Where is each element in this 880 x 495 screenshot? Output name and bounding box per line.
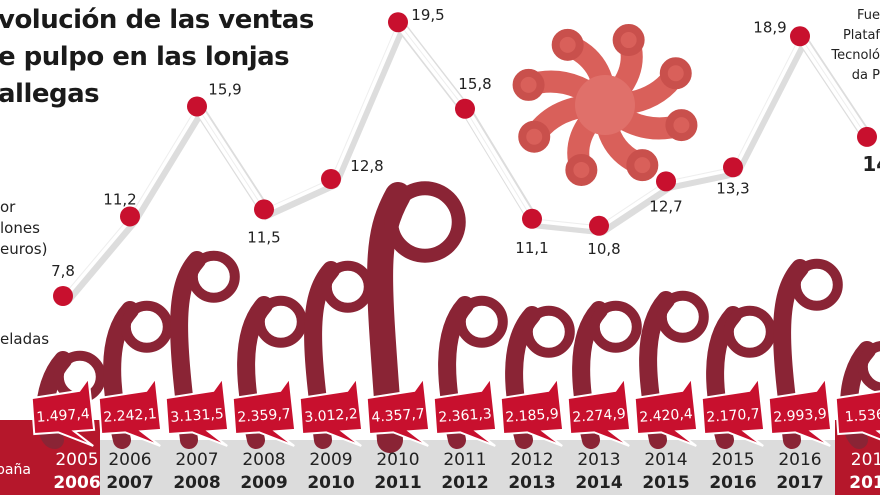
- value-data-label: 10,8: [587, 240, 620, 258]
- tonnes-bubble: 2.993,9: [767, 375, 833, 447]
- value-data-label: 14,6: [862, 152, 880, 176]
- tonnes-bubble: 2.170,7: [700, 375, 766, 447]
- season-label: paña: [0, 462, 31, 478]
- chart-title: volución de las ventas e pulpo en las lo…: [0, 2, 314, 113]
- title-line: allegas: [0, 79, 100, 109]
- source-line: Plataf: [842, 28, 880, 43]
- tonnes-bubble: 2.185,9: [499, 375, 565, 447]
- season-end-label: 2007: [106, 473, 153, 493]
- season-end-label: 2009: [240, 473, 287, 493]
- tonnes-data-label: 2.185,9: [505, 406, 559, 426]
- tonnes-series-label: eladas: [0, 330, 50, 348]
- tonnes-bubble: 3.131,5: [164, 375, 230, 447]
- tonnes-data-label: 1.497,4: [36, 406, 91, 426]
- tonnes-data-label: 2.242,1: [103, 406, 157, 426]
- tonnes-data-label: 2.993,9: [773, 406, 827, 426]
- season-start-label: 2015: [711, 450, 754, 470]
- season-end-label: 2014: [575, 473, 622, 493]
- title-line: e pulpo en las lonjas: [0, 42, 290, 72]
- season-end-label: 2010: [307, 473, 354, 493]
- tonnes-data-label: 3.012,2: [304, 406, 358, 426]
- label-line: euros): [0, 240, 48, 258]
- season-end-label: 2017: [776, 473, 823, 493]
- tonnes-bubble: 3.012,2: [298, 375, 364, 447]
- season-start-label: 2013: [577, 450, 620, 470]
- season-start-label: 2008: [242, 450, 285, 470]
- value-data-label: 13,3: [716, 179, 749, 197]
- tonnes-bubble: 2.242,1: [97, 375, 163, 447]
- season-end-label: 2008: [173, 473, 220, 493]
- value-point: [455, 98, 475, 119]
- tonnes-data-label: 2.170,7: [706, 406, 760, 426]
- tonnes-data-label: 2.361,3: [438, 406, 492, 426]
- season-start-label: 201: [851, 450, 880, 470]
- season-start-label: 2009: [309, 450, 352, 470]
- season-end-label: 2015: [642, 473, 689, 493]
- tonnes-bubble: 1.497,4: [30, 375, 96, 447]
- tentacle-illustration: [367, 181, 466, 453]
- season-start-label: 2006: [108, 450, 151, 470]
- label-line: lones: [0, 219, 40, 237]
- value-point: [656, 171, 676, 192]
- season-start-label: 2016: [778, 450, 821, 470]
- season-start-label: 2014: [644, 450, 687, 470]
- season-end-label: 201: [849, 473, 880, 493]
- title-line: volución de las ventas: [0, 5, 314, 35]
- value-point: [790, 26, 810, 47]
- octopus-illustration: [512, 24, 698, 186]
- value-point: [857, 126, 877, 147]
- tonnes-bubble: 4.357,7: [365, 375, 431, 447]
- value-data-label: 15,9: [208, 80, 241, 98]
- season-start-label: 2012: [510, 450, 553, 470]
- tonnes-bubble: 2.359,7: [231, 375, 297, 447]
- tonnes-data-label: 2.274,9: [572, 406, 626, 426]
- value-point: [53, 286, 73, 306]
- source-note: Fue Plataf Tecnoló da P: [831, 6, 880, 86]
- tonnes-bubble: 2.274,9: [566, 375, 632, 447]
- label-line: or: [0, 198, 16, 216]
- value-data-label: 11,1: [515, 239, 548, 257]
- season-end-label: 2006: [53, 473, 100, 493]
- tonnes-bubble: 2.420,4: [633, 375, 699, 447]
- value-point: [723, 157, 743, 178]
- season-end-label: 2011: [374, 473, 421, 493]
- value-point: [321, 169, 341, 189]
- season-end-label: 2013: [508, 473, 555, 493]
- value-point: [522, 208, 542, 229]
- season-start-label: 2005: [55, 450, 98, 470]
- value-point: [589, 215, 609, 236]
- value-data-label: 11,5: [247, 228, 280, 246]
- season-start-label: 2010: [376, 450, 419, 470]
- source-line: da P: [851, 68, 880, 83]
- season-start-label: 2011: [443, 450, 486, 470]
- season-end-label: 2016: [709, 473, 756, 493]
- season-axis-bar: [0, 440, 880, 495]
- value-data-label: 7,8: [51, 262, 75, 280]
- source-line: Fue: [856, 8, 880, 23]
- value-data-label: 15,8: [458, 75, 491, 93]
- tonnes-data-label: 1.536,: [844, 406, 880, 425]
- season-start-label: 2007: [175, 450, 218, 470]
- tonnes-bubble: 2.361,3: [432, 375, 498, 447]
- tonnes-data-label: 2.359,7: [237, 406, 291, 426]
- tonnes-data-label: 3.131,5: [170, 406, 224, 426]
- value-data-label: 11,2: [103, 190, 136, 208]
- value-series-label: or lones euros): [0, 197, 47, 260]
- tonnes-bubble: 1.536,: [834, 375, 880, 447]
- value-data-label: 12,8: [350, 157, 383, 175]
- value-point: [388, 12, 408, 33]
- source-line: Tecnoló: [831, 48, 880, 63]
- season-end-label: 2012: [441, 473, 488, 493]
- value-data-label: 19,5: [411, 6, 444, 24]
- value-data-label: 12,7: [649, 197, 682, 215]
- tonnes-data-label: 2.420,4: [639, 406, 694, 426]
- value-point: [120, 206, 140, 227]
- value-point: [187, 96, 207, 117]
- tonnes-data-label: 4.357,7: [371, 406, 425, 426]
- value-point: [254, 199, 274, 220]
- value-data-label: 18,9: [753, 18, 786, 36]
